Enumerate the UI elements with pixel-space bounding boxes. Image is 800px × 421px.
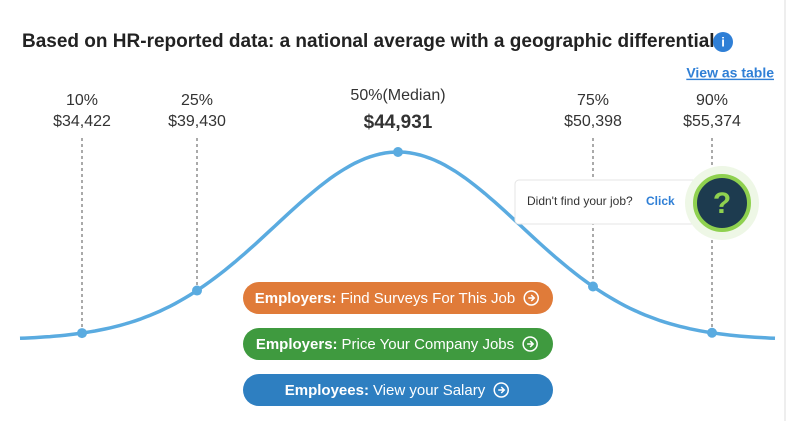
percentile-value: $44,931: [364, 112, 433, 133]
button-strong: Employees:: [285, 382, 369, 399]
button-label: Employees: View your Salary: [285, 382, 486, 399]
button-bg: [243, 374, 553, 406]
popup-link[interactable]: Click: [646, 194, 675, 208]
action-button[interactable]: Employers: Price Your Company Jobs: [243, 328, 553, 360]
arrow: [528, 294, 536, 302]
percentile-value: $55,374: [683, 113, 741, 130]
arrow: [498, 386, 506, 394]
percentile-dot: [588, 281, 598, 292]
action-button[interactable]: Employees: View your Salary: [243, 374, 553, 406]
percentile-value: $34,422: [53, 113, 111, 130]
popup[interactable]: Didn't find your job? Click ?: [514, 166, 759, 240]
arrow: [527, 340, 535, 348]
view-table-link[interactable]: View as table: [686, 65, 774, 81]
buttons: Employers: Find Surveys For This JobEmplo…: [243, 282, 553, 406]
percentile-label: 50%(Median): [350, 87, 445, 104]
percentile-label: 75%: [577, 92, 609, 109]
button-text: Find Surveys For This Job: [340, 290, 515, 307]
arrow-circle: [522, 336, 538, 352]
button-text: Price Your Company Jobs: [342, 336, 515, 353]
help-icon[interactable]: [693, 174, 751, 232]
action-button[interactable]: Employers: Find Surveys For This Job: [243, 282, 553, 314]
button-strong: Employers:: [255, 290, 337, 307]
percentile-dot: [707, 327, 717, 338]
button-label: Employers: Price Your Company Jobs: [256, 336, 514, 353]
percentile-label: 90%: [696, 92, 728, 109]
percentile-dot: [77, 328, 87, 339]
percentile-label: 25%: [181, 92, 213, 109]
button-bg: [243, 328, 553, 360]
percentile-dot: [393, 147, 403, 157]
arrow-circle: [523, 290, 539, 306]
title: Based on HR-reported data: a national av…: [22, 31, 715, 52]
button-text: View your Salary: [373, 382, 486, 399]
help-glyph: ?: [713, 187, 731, 220]
info-glyph: i: [721, 34, 725, 49]
button-label: Employers: Find Surveys For This Job: [255, 290, 516, 307]
percentile-label: 10%: [66, 92, 98, 109]
popup-text: Didn't find your job?: [527, 194, 633, 208]
button-bg: [243, 282, 553, 314]
percentile-value: $39,430: [168, 113, 226, 130]
button-strong: Employers:: [256, 336, 338, 353]
percentile-dot: [192, 285, 202, 296]
arrow-circle: [493, 382, 509, 398]
percentile-value: $50,398: [564, 113, 622, 130]
percentiles: 10% $34,422 25% $39,430 50%(Median) $44,931 75…: [53, 87, 741, 339]
info-icon[interactable]: [713, 32, 733, 52]
